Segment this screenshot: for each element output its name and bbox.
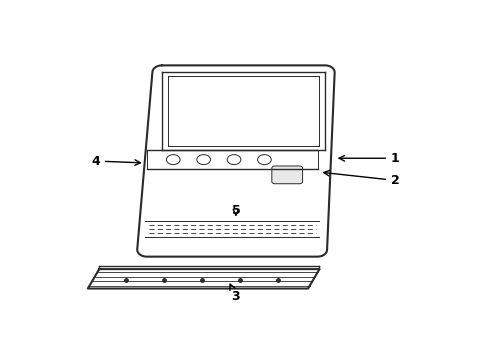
Text: 5: 5 bbox=[232, 204, 240, 217]
Text: 1: 1 bbox=[339, 152, 400, 165]
Text: 4: 4 bbox=[91, 154, 141, 167]
FancyBboxPatch shape bbox=[272, 166, 303, 184]
Text: 3: 3 bbox=[230, 284, 240, 303]
Text: 2: 2 bbox=[324, 170, 400, 187]
